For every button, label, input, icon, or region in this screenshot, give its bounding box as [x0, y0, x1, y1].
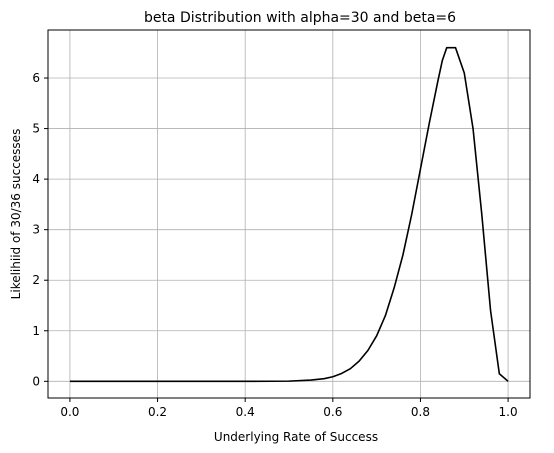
y-tick-label: 4 [32, 172, 40, 186]
plot-frame [47, 29, 531, 399]
y-tick-label: 6 [32, 71, 40, 85]
x-axis-ticks: 0.0 0.2 0.4 0.6 0.8 1.0 [60, 398, 518, 419]
x-tick-label: 1.0 [499, 405, 518, 419]
x-tick-label: 0.8 [411, 405, 430, 419]
y-axis-ticks: 0 1 2 3 4 5 6 [32, 71, 48, 388]
x-tick-label: 0.0 [60, 405, 79, 419]
series-layer [69, 46, 509, 383]
x-tick-label: 0.2 [148, 405, 167, 419]
chart-title: beta Distribution with alpha=30 and beta… [144, 10, 456, 26]
y-tick-label: 3 [32, 223, 40, 237]
y-tick-label: 5 [32, 122, 40, 136]
x-axis-label: Underlying Rate of Success [214, 430, 378, 444]
x-tick-label: 0.4 [236, 405, 255, 419]
x-tick-label: 0.6 [323, 405, 342, 419]
y-tick-label: 1 [32, 324, 40, 338]
series-line [69, 46, 509, 383]
grid-lines [48, 30, 530, 398]
y-tick-label: 0 [32, 374, 40, 388]
y-tick-label: 2 [32, 273, 40, 287]
y-axis-label: Likelihiid of 30/36 successes [9, 129, 23, 300]
